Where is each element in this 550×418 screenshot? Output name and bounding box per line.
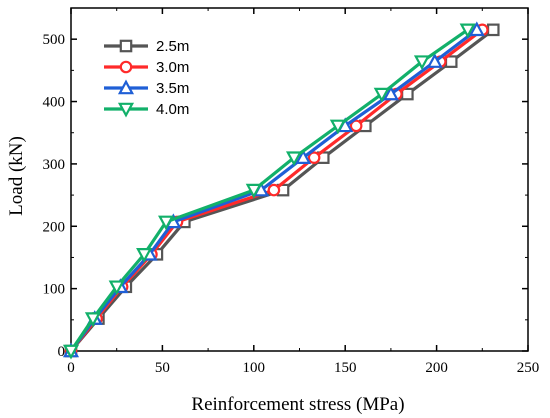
y-tick-label: 500 — [43, 32, 66, 48]
data-point — [62, 344, 80, 360]
x-axis-title: Reinforcement stress (MPa) — [191, 394, 404, 415]
data-point — [329, 119, 346, 135]
data-point — [285, 151, 303, 167]
data-point — [459, 23, 476, 39]
data-point — [382, 85, 399, 101]
series-layer — [62, 21, 500, 360]
data-point — [307, 151, 321, 164]
axes: 0 50 100 150 200 250 0 100 200 300 400 500 — [43, 7, 540, 376]
data-point — [108, 280, 125, 296]
data-point — [413, 55, 431, 71]
data-point — [349, 119, 363, 133]
legend-marker — [117, 102, 135, 118]
data-point — [158, 215, 175, 231]
series-0 — [64, 23, 500, 358]
data-point — [267, 183, 281, 197]
x-tick-label: 150 — [334, 360, 357, 376]
legend-label: 3.0m — [156, 59, 189, 76]
legend-entry: 4.0m — [104, 101, 189, 118]
x-tick-label: 100 — [243, 360, 266, 376]
x-tick-label: 250 — [517, 360, 540, 376]
legend-marker — [119, 60, 133, 74]
legend-label: 2.5m — [156, 38, 189, 55]
legend-marker — [119, 39, 133, 53]
data-point — [468, 21, 485, 37]
legend-label: 3.5m — [156, 80, 189, 97]
x-tick-label: 200 — [425, 360, 448, 376]
data-point — [84, 312, 101, 328]
data-point — [136, 248, 153, 263]
y-tick-label: 0 — [58, 344, 66, 360]
data-point — [373, 87, 390, 103]
y-axis-title: Load (kN) — [6, 136, 27, 216]
legend-entry: 3.0m — [104, 59, 189, 76]
series-3 — [62, 23, 476, 360]
data-point — [426, 53, 443, 68]
series-1 — [64, 23, 489, 358]
legend-label: 4.0m — [156, 101, 189, 118]
x-tick-label: 50 — [155, 360, 170, 376]
y-tick-label: 300 — [43, 157, 66, 173]
x-tick-label: 0 — [67, 360, 75, 376]
legend: 2.5m 3.0m 3.5m 4.0m — [104, 38, 189, 118]
y-tick-label: 400 — [43, 95, 66, 111]
legend-marker — [117, 79, 135, 95]
y-tick-label: 200 — [43, 219, 66, 235]
legend-entry: 2.5m — [104, 38, 189, 55]
data-point — [295, 149, 312, 164]
y-tick-label: 100 — [43, 282, 66, 298]
data-point — [486, 23, 500, 37]
plot-frame — [70, 7, 529, 352]
legend-entry: 3.5m — [104, 79, 189, 97]
data-point — [245, 183, 262, 199]
